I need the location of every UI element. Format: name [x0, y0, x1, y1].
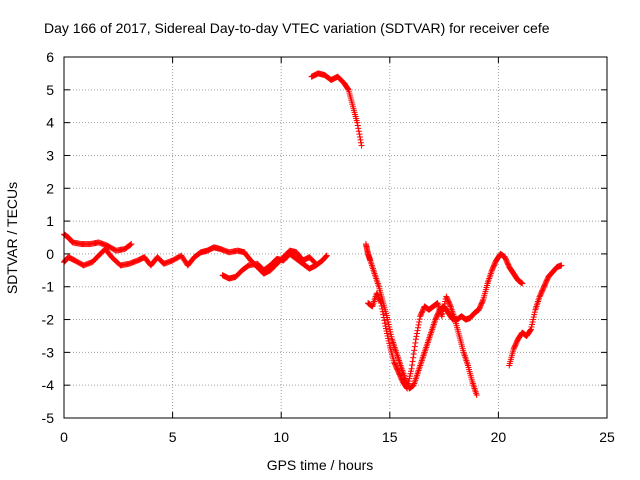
data-point — [312, 259, 319, 266]
data-point — [381, 320, 388, 327]
data-point — [380, 311, 387, 318]
data-point — [409, 358, 416, 365]
x-tick-label: 25 — [599, 429, 615, 445]
data-point — [379, 305, 386, 312]
data-point — [344, 85, 351, 92]
y-tick-label: -4 — [42, 377, 55, 393]
data-point — [519, 280, 526, 287]
data-point — [354, 122, 361, 129]
data-point — [355, 128, 362, 135]
data-point — [558, 262, 565, 269]
y-tick-label: 0 — [46, 246, 54, 262]
data-point — [412, 336, 419, 343]
data-point — [447, 302, 454, 309]
chart-title: Day 166 of 2017, Sidereal Day-to-day VTE… — [44, 20, 550, 36]
data-point — [322, 253, 329, 260]
y-tick-label: -1 — [42, 279, 55, 295]
data-point — [378, 300, 385, 307]
x-tick-label: 10 — [273, 429, 289, 445]
y-tick-label: 3 — [46, 147, 54, 163]
data-point — [410, 354, 417, 361]
data-point — [414, 327, 421, 334]
data-point — [473, 392, 480, 399]
data-point — [413, 333, 420, 340]
ticks: 0 5 10 15 20 25 -5 -4 -3 -2 -1 0 1 2 3 4 5 6 — [42, 49, 615, 445]
data-point — [411, 347, 418, 354]
x-tick-label: 20 — [491, 429, 507, 445]
y-tick-label: 1 — [46, 213, 54, 229]
data-point — [354, 119, 361, 126]
y-tick-label: -5 — [42, 410, 55, 426]
data-point — [413, 330, 420, 337]
y-tick-label: 6 — [46, 49, 54, 65]
data-point — [356, 133, 363, 140]
y-tick-label: 5 — [46, 82, 54, 98]
x-axis-label: GPS time / hours — [266, 457, 374, 473]
data-point — [415, 321, 422, 328]
data-point — [323, 253, 330, 260]
data-point — [127, 241, 134, 248]
data-point — [410, 351, 417, 358]
x-tick-label: 0 — [60, 429, 68, 445]
data-points — [61, 70, 565, 399]
data-point — [412, 339, 419, 346]
y-tick-label: 2 — [46, 180, 54, 196]
data-point — [356, 131, 363, 138]
data-point — [527, 327, 534, 334]
x-tick-label: 15 — [382, 429, 398, 445]
data-point — [411, 343, 418, 350]
data-point — [379, 308, 386, 315]
x-tick-label: 5 — [169, 429, 177, 445]
data-point — [416, 316, 423, 323]
grid — [64, 57, 607, 418]
data-point — [358, 142, 365, 149]
data-point — [323, 252, 330, 259]
data-point — [357, 136, 364, 143]
data-point — [312, 260, 319, 267]
data-point — [479, 298, 486, 305]
plot-frame — [63, 56, 608, 419]
y-tick-label: -2 — [42, 312, 55, 328]
data-point — [408, 365, 415, 372]
data-point — [381, 317, 388, 324]
data-point — [378, 303, 385, 310]
y-tick-label: 4 — [46, 115, 54, 131]
data-point — [377, 298, 384, 305]
data-point — [415, 324, 422, 331]
data-point — [409, 362, 416, 369]
data-point — [416, 319, 423, 326]
data-point — [380, 314, 387, 321]
data-point — [355, 125, 362, 132]
data-point — [128, 241, 135, 248]
data-point — [358, 139, 365, 146]
y-tick-label: -3 — [42, 344, 55, 360]
